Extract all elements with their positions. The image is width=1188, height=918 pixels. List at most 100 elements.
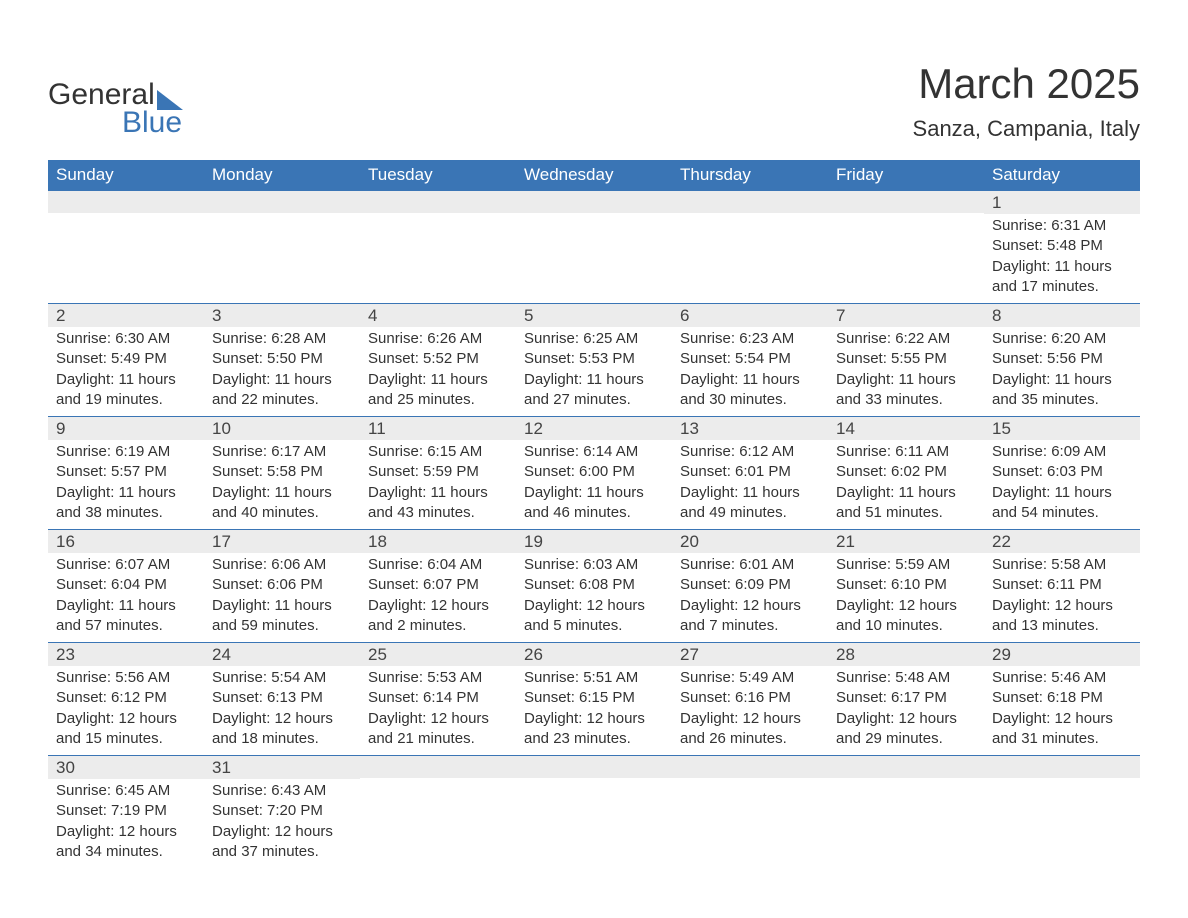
day-body: Sunrise: 5:59 AMSunset: 6:10 PMDaylight:… bbox=[828, 553, 984, 642]
day-detail-line: Sunrise: 6:28 AM bbox=[212, 329, 352, 349]
day-number bbox=[672, 191, 828, 213]
day-detail-line: Sunset: 5:56 PM bbox=[992, 349, 1132, 369]
day-body: Sunrise: 6:25 AMSunset: 5:53 PMDaylight:… bbox=[516, 327, 672, 416]
day-number bbox=[360, 191, 516, 213]
logo: General Blue bbox=[48, 80, 183, 138]
day-detail-line: Sunrise: 6:17 AM bbox=[212, 442, 352, 462]
day-number: 13 bbox=[672, 417, 828, 440]
day-detail-line: Sunset: 6:08 PM bbox=[524, 575, 664, 595]
day-body: Sunrise: 5:48 AMSunset: 6:17 PMDaylight:… bbox=[828, 666, 984, 755]
calendar-cell-daynum: 19Sunrise: 6:03 AMSunset: 6:08 PMDayligh… bbox=[516, 530, 672, 643]
col-header-monday: Monday bbox=[204, 160, 360, 191]
col-header-friday: Friday bbox=[828, 160, 984, 191]
day-detail-line: Sunset: 6:04 PM bbox=[56, 575, 196, 595]
day-body: Sunrise: 5:58 AMSunset: 6:11 PMDaylight:… bbox=[984, 553, 1140, 642]
day-body: Sunrise: 5:51 AMSunset: 6:15 PMDaylight:… bbox=[516, 666, 672, 755]
calendar-cell-daynum: 10Sunrise: 6:17 AMSunset: 5:58 PMDayligh… bbox=[204, 417, 360, 530]
day-detail-line: Sunset: 5:57 PM bbox=[56, 462, 196, 482]
day-detail-line: Daylight: 11 hours and 33 minutes. bbox=[836, 370, 976, 411]
day-detail-line: Sunrise: 5:58 AM bbox=[992, 555, 1132, 575]
calendar-cell-daynum bbox=[360, 191, 516, 304]
col-header-thursday: Thursday bbox=[672, 160, 828, 191]
day-detail-line: Daylight: 11 hours and 22 minutes. bbox=[212, 370, 352, 411]
calendar-cell-daynum: 15Sunrise: 6:09 AMSunset: 6:03 PMDayligh… bbox=[984, 417, 1140, 530]
day-body bbox=[360, 778, 516, 860]
day-detail-line: Daylight: 11 hours and 40 minutes. bbox=[212, 483, 352, 524]
day-number: 8 bbox=[984, 304, 1140, 327]
day-number bbox=[828, 756, 984, 778]
day-number: 16 bbox=[48, 530, 204, 553]
calendar-cell-daynum: 26Sunrise: 5:51 AMSunset: 6:15 PMDayligh… bbox=[516, 643, 672, 756]
day-detail-line: Daylight: 12 hours and 29 minutes. bbox=[836, 709, 976, 750]
calendar-cell-daynum: 14Sunrise: 6:11 AMSunset: 6:02 PMDayligh… bbox=[828, 417, 984, 530]
day-body: Sunrise: 6:09 AMSunset: 6:03 PMDaylight:… bbox=[984, 440, 1140, 529]
day-body: Sunrise: 5:53 AMSunset: 6:14 PMDaylight:… bbox=[360, 666, 516, 755]
day-detail-line: Sunrise: 6:43 AM bbox=[212, 781, 352, 801]
day-detail-line: Daylight: 12 hours and 37 minutes. bbox=[212, 822, 352, 863]
day-detail-line: Daylight: 12 hours and 7 minutes. bbox=[680, 596, 820, 637]
day-detail-line: Sunrise: 5:48 AM bbox=[836, 668, 976, 688]
day-detail-line: Daylight: 11 hours and 19 minutes. bbox=[56, 370, 196, 411]
day-detail-line: Sunset: 7:19 PM bbox=[56, 801, 196, 821]
calendar-cell-daynum: 21Sunrise: 5:59 AMSunset: 6:10 PMDayligh… bbox=[828, 530, 984, 643]
day-detail-line: Sunset: 5:49 PM bbox=[56, 349, 196, 369]
day-detail-line: Daylight: 12 hours and 23 minutes. bbox=[524, 709, 664, 750]
day-body: Sunrise: 5:54 AMSunset: 6:13 PMDaylight:… bbox=[204, 666, 360, 755]
calendar-cell-daynum bbox=[672, 756, 828, 869]
calendar-header-row: Sunday Monday Tuesday Wednesday Thursday… bbox=[48, 160, 1140, 191]
month-title: March 2025 bbox=[913, 60, 1140, 108]
calendar-cell-daynum: 25Sunrise: 5:53 AMSunset: 6:14 PMDayligh… bbox=[360, 643, 516, 756]
day-number: 12 bbox=[516, 417, 672, 440]
calendar-cell-daynum bbox=[672, 191, 828, 304]
day-detail-line: Sunset: 6:10 PM bbox=[836, 575, 976, 595]
day-detail-line: Daylight: 11 hours and 17 minutes. bbox=[992, 257, 1132, 298]
day-number: 14 bbox=[828, 417, 984, 440]
day-detail-line: Sunrise: 6:12 AM bbox=[680, 442, 820, 462]
day-detail-line: Sunset: 6:15 PM bbox=[524, 688, 664, 708]
calendar-cell-daynum: 1Sunrise: 6:31 AMSunset: 5:48 PMDaylight… bbox=[984, 191, 1140, 304]
day-number: 3 bbox=[204, 304, 360, 327]
day-detail-line: Sunrise: 6:14 AM bbox=[524, 442, 664, 462]
day-body: Sunrise: 6:04 AMSunset: 6:07 PMDaylight:… bbox=[360, 553, 516, 642]
day-number: 1 bbox=[984, 191, 1140, 214]
calendar-table: Sunday Monday Tuesday Wednesday Thursday… bbox=[48, 160, 1140, 868]
day-body bbox=[204, 213, 360, 295]
day-number bbox=[360, 756, 516, 778]
day-detail-line: Sunset: 6:13 PM bbox=[212, 688, 352, 708]
day-detail-line: Sunrise: 5:46 AM bbox=[992, 668, 1132, 688]
calendar-cell-daynum: 4Sunrise: 6:26 AMSunset: 5:52 PMDaylight… bbox=[360, 304, 516, 417]
calendar-cell-daynum: 7Sunrise: 6:22 AMSunset: 5:55 PMDaylight… bbox=[828, 304, 984, 417]
day-detail-line: Sunset: 5:54 PM bbox=[680, 349, 820, 369]
calendar-cell-daynum bbox=[516, 191, 672, 304]
location-text: Sanza, Campania, Italy bbox=[913, 116, 1140, 142]
day-detail-line: Sunrise: 6:26 AM bbox=[368, 329, 508, 349]
day-number bbox=[828, 191, 984, 213]
day-detail-line: Sunrise: 5:59 AM bbox=[836, 555, 976, 575]
day-detail-line: Daylight: 11 hours and 43 minutes. bbox=[368, 483, 508, 524]
calendar-cell-daynum: 13Sunrise: 6:12 AMSunset: 6:01 PMDayligh… bbox=[672, 417, 828, 530]
day-detail-line: Daylight: 11 hours and 35 minutes. bbox=[992, 370, 1132, 411]
calendar-cell-daynum: 28Sunrise: 5:48 AMSunset: 6:17 PMDayligh… bbox=[828, 643, 984, 756]
day-number: 6 bbox=[672, 304, 828, 327]
day-body: Sunrise: 6:31 AMSunset: 5:48 PMDaylight:… bbox=[984, 214, 1140, 303]
day-body: Sunrise: 6:12 AMSunset: 6:01 PMDaylight:… bbox=[672, 440, 828, 529]
day-body: Sunrise: 6:43 AMSunset: 7:20 PMDaylight:… bbox=[204, 779, 360, 868]
calendar-cell-daynum bbox=[828, 191, 984, 304]
logo-word2: Blue bbox=[122, 108, 183, 138]
day-body: Sunrise: 6:30 AMSunset: 5:49 PMDaylight:… bbox=[48, 327, 204, 416]
day-detail-line: Daylight: 11 hours and 25 minutes. bbox=[368, 370, 508, 411]
day-body: Sunrise: 6:20 AMSunset: 5:56 PMDaylight:… bbox=[984, 327, 1140, 416]
calendar-week-daynum-row: 2Sunrise: 6:30 AMSunset: 5:49 PMDaylight… bbox=[48, 304, 1140, 417]
calendar-cell-daynum: 24Sunrise: 5:54 AMSunset: 6:13 PMDayligh… bbox=[204, 643, 360, 756]
day-number bbox=[984, 756, 1140, 778]
day-number: 25 bbox=[360, 643, 516, 666]
day-body: Sunrise: 6:17 AMSunset: 5:58 PMDaylight:… bbox=[204, 440, 360, 529]
day-detail-line: Sunset: 6:01 PM bbox=[680, 462, 820, 482]
day-number bbox=[204, 191, 360, 213]
day-body: Sunrise: 6:19 AMSunset: 5:57 PMDaylight:… bbox=[48, 440, 204, 529]
day-body: Sunrise: 6:22 AMSunset: 5:55 PMDaylight:… bbox=[828, 327, 984, 416]
day-body: Sunrise: 6:01 AMSunset: 6:09 PMDaylight:… bbox=[672, 553, 828, 642]
calendar-cell-daynum bbox=[984, 756, 1140, 869]
calendar-cell-daynum: 8Sunrise: 6:20 AMSunset: 5:56 PMDaylight… bbox=[984, 304, 1140, 417]
col-header-sunday: Sunday bbox=[48, 160, 204, 191]
